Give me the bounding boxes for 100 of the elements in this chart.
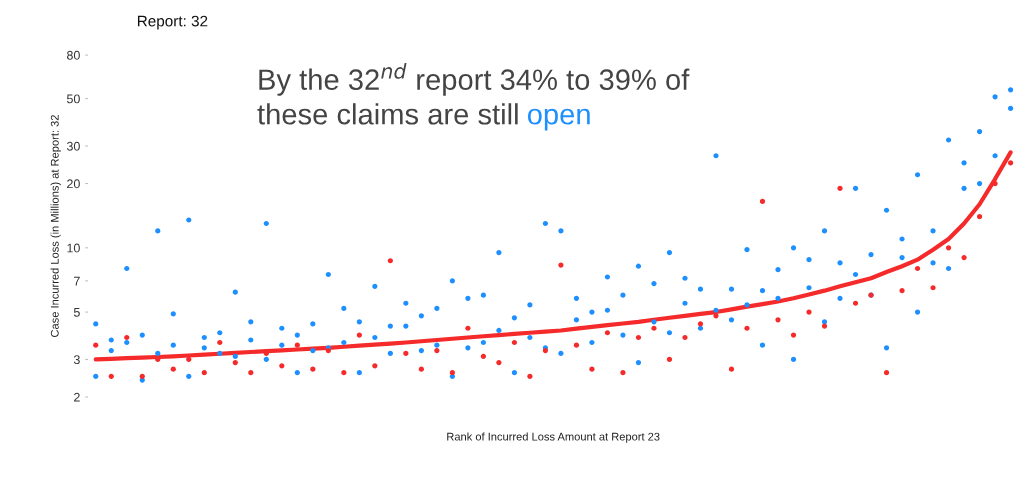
y-tick-label: 5 (73, 308, 80, 317)
point (744, 247, 750, 253)
point (341, 339, 347, 346)
point (465, 325, 471, 331)
point (108, 373, 114, 379)
point (899, 236, 905, 242)
point (294, 370, 300, 376)
point (93, 342, 99, 348)
point (914, 265, 921, 272)
line-series (93, 150, 1013, 362)
point (387, 323, 393, 329)
y-tick-label: 7 (74, 276, 80, 286)
point (232, 289, 238, 295)
point (976, 214, 983, 220)
point (248, 319, 254, 325)
point (713, 307, 719, 313)
point (759, 342, 766, 348)
point (108, 347, 114, 354)
point (449, 278, 455, 284)
point (666, 356, 673, 363)
point (93, 373, 99, 379)
point (620, 292, 626, 298)
point (124, 334, 130, 341)
point (589, 309, 595, 315)
point (806, 257, 812, 263)
point (263, 220, 269, 227)
point (806, 309, 812, 315)
point (930, 260, 936, 266)
point (558, 262, 564, 268)
point (124, 265, 130, 272)
x-axis-title: Rank of Incurred Loss Amount at Report 23 (447, 432, 660, 443)
point (372, 334, 378, 341)
point (961, 185, 967, 191)
point (852, 271, 859, 278)
annotation: these claims are still (257, 103, 518, 125)
point (372, 283, 378, 289)
point (666, 249, 673, 256)
point (961, 160, 967, 166)
point (976, 129, 983, 135)
point (930, 228, 936, 234)
point (496, 327, 502, 334)
point (790, 245, 797, 251)
point (744, 302, 750, 308)
point (713, 153, 719, 159)
point (790, 332, 797, 338)
point (263, 356, 269, 363)
point (852, 185, 859, 191)
y-tick-label: 50 (66, 94, 80, 104)
point (217, 339, 223, 346)
point (248, 337, 254, 343)
point (589, 366, 595, 372)
point (806, 285, 812, 291)
point (480, 353, 486, 359)
point (697, 286, 704, 292)
point (1007, 105, 1014, 111)
point (883, 207, 890, 213)
point (852, 300, 859, 306)
point (899, 254, 905, 261)
point (682, 275, 688, 281)
point (217, 330, 223, 336)
point (837, 260, 843, 266)
point (279, 325, 285, 331)
chart-title: Report: 32 (137, 15, 208, 30)
y-tick-label: 30 (66, 141, 80, 151)
point (279, 363, 285, 369)
point (403, 300, 409, 306)
point (294, 342, 300, 348)
point (201, 334, 207, 341)
point (294, 332, 300, 338)
point (372, 363, 378, 369)
point (945, 137, 952, 143)
point (713, 313, 719, 319)
y-tick-label: 80 (67, 50, 80, 60)
point (790, 356, 797, 363)
y-tick-label: 20 (67, 179, 80, 189)
point (155, 228, 161, 234)
point (108, 337, 114, 343)
point (418, 366, 424, 372)
point (682, 300, 688, 306)
point (387, 350, 393, 357)
point (186, 373, 192, 379)
point (728, 286, 735, 292)
point (155, 350, 161, 357)
point (356, 370, 362, 376)
point (604, 330, 611, 336)
point (356, 319, 362, 325)
point (759, 288, 766, 294)
point (310, 347, 316, 354)
point (651, 280, 657, 287)
point (775, 295, 781, 301)
point (744, 325, 750, 331)
point (620, 332, 626, 338)
annotation: open (527, 108, 590, 131)
point (201, 345, 207, 351)
point (170, 366, 176, 372)
point (883, 345, 890, 351)
point (837, 295, 843, 301)
y-tick-label: 10 (67, 243, 80, 253)
point (992, 94, 998, 100)
point (542, 220, 549, 227)
